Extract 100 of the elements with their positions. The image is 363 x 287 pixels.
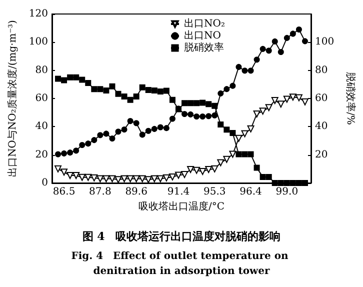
point (182, 100, 188, 106)
point (199, 168, 206, 175)
point (85, 80, 92, 86)
point (61, 77, 68, 84)
point (200, 114, 206, 120)
point (302, 180, 308, 186)
point (218, 122, 224, 128)
point (302, 38, 308, 44)
point (121, 126, 128, 132)
y2-tick-label: 100 (315, 36, 334, 48)
point (60, 168, 68, 176)
point (103, 130, 110, 137)
point (114, 176, 122, 184)
point (168, 173, 176, 180)
point (241, 130, 248, 138)
point (91, 86, 98, 92)
point (120, 175, 128, 182)
point (229, 150, 236, 158)
point (265, 104, 272, 112)
point (115, 90, 122, 97)
x-axis-title: 吸收塔出口温度/°C (138, 200, 225, 212)
point (97, 86, 104, 92)
point (188, 111, 194, 118)
x-tick-label: 99.0 (276, 186, 298, 198)
point (156, 175, 164, 182)
point (284, 180, 290, 186)
point (217, 159, 224, 166)
point (289, 94, 296, 101)
point (145, 128, 152, 134)
point (254, 56, 260, 63)
point (133, 120, 140, 126)
point (150, 175, 158, 182)
y2-tick-label: 60 (315, 93, 328, 104)
point (223, 156, 230, 163)
point (200, 100, 206, 106)
point (224, 126, 230, 133)
point (127, 96, 134, 103)
point (145, 87, 152, 94)
point (139, 84, 146, 90)
point (162, 174, 170, 182)
point (151, 126, 158, 132)
point (115, 128, 122, 135)
point (193, 166, 200, 174)
point (266, 48, 272, 54)
legend-label: 出口NO (184, 30, 221, 42)
point (235, 134, 242, 142)
x-tick-label: 91.4 (167, 186, 190, 198)
point (163, 125, 170, 132)
x-tick-label: 95.3 (204, 186, 226, 198)
point (67, 74, 74, 80)
x-tick-label: 96.4 (240, 186, 262, 198)
point (73, 148, 80, 154)
point (283, 96, 290, 103)
y-axis-title: 出口NO与NO₂质量浓度/(mg·m⁻³) (6, 20, 18, 177)
point (259, 108, 266, 115)
y-tick-label: 20 (35, 149, 48, 160)
y-tick-label: 80 (35, 64, 48, 76)
point (242, 151, 248, 158)
point (248, 151, 254, 158)
point (266, 174, 272, 180)
point (174, 172, 182, 179)
point (194, 114, 200, 120)
point (157, 124, 164, 130)
point (278, 49, 284, 56)
point (212, 102, 218, 109)
legend-label: 脱硝效率 (184, 42, 224, 54)
point (109, 83, 116, 90)
point (54, 165, 62, 172)
point (163, 88, 170, 94)
point (277, 100, 284, 108)
point (157, 88, 164, 94)
point (206, 113, 212, 120)
point (260, 174, 266, 180)
point (188, 100, 194, 106)
point (242, 68, 248, 74)
point (295, 94, 302, 102)
y-tick-label: 120 (28, 8, 48, 20)
point (301, 98, 308, 106)
point (127, 118, 134, 124)
point (272, 38, 278, 44)
point (272, 180, 278, 186)
y-tick-label: 60 (35, 93, 48, 104)
point (103, 87, 110, 94)
point (206, 101, 212, 108)
point (73, 74, 80, 80)
point (290, 30, 296, 37)
point (72, 172, 80, 180)
point (169, 96, 176, 103)
point (260, 46, 266, 52)
y2-axis-title: 脱硝效率/% (344, 72, 356, 125)
point (224, 86, 230, 92)
point (278, 180, 284, 186)
point (290, 180, 296, 186)
point (212, 112, 218, 118)
text: 图 4 吸收塔运行出口温度对脱硝的影响 (82, 230, 281, 243)
point (187, 166, 194, 173)
y2-tick-label: 20 (315, 149, 328, 160)
x-tick-label: 89.6 (125, 186, 148, 198)
legend-label: 出口NO₂ (184, 18, 225, 30)
point (139, 132, 146, 138)
